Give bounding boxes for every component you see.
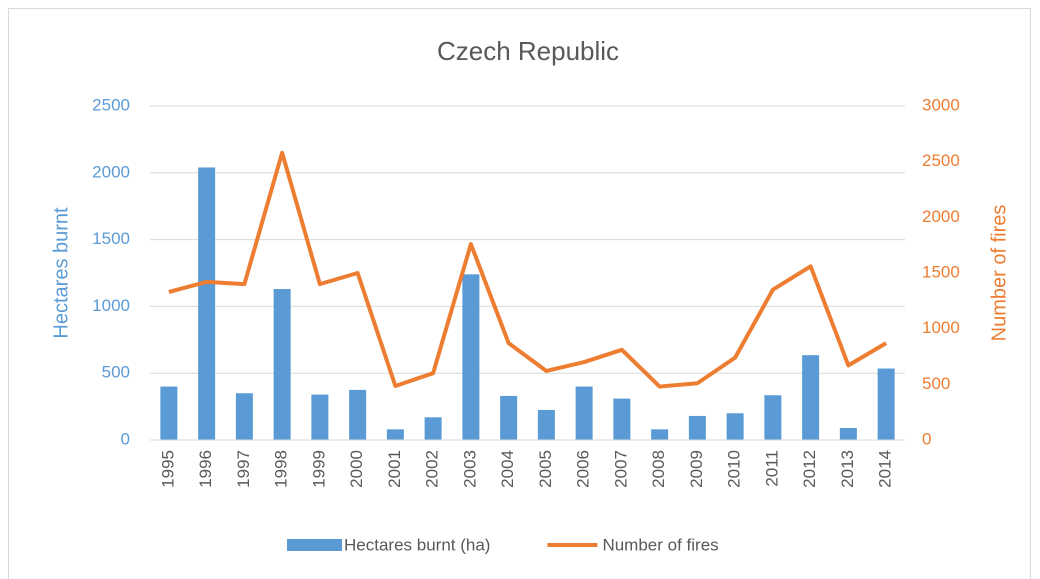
line: [168, 150, 888, 389]
chart-title: Czech Republic: [437, 36, 619, 66]
x-tick-label: 2010: [725, 450, 744, 488]
y2-tick-label: 2000: [922, 207, 960, 226]
bar: [764, 395, 782, 440]
bar: [235, 393, 253, 440]
y-tick-label: 500: [102, 363, 130, 382]
y-tick-label: 2500: [92, 95, 130, 114]
bar: [386, 429, 404, 440]
bar: [802, 355, 820, 440]
bar: [160, 386, 178, 440]
y2-tick-label: 1000: [922, 318, 960, 337]
y-tick-label: 1000: [92, 296, 130, 315]
x-tick-label: 2009: [687, 450, 706, 488]
bar: [500, 395, 518, 440]
bar: [462, 274, 480, 440]
x-tick-label: 2014: [876, 450, 895, 488]
bar: [575, 386, 593, 440]
y2-tick-label: 3000: [922, 95, 960, 114]
x-tick-label: 2003: [460, 450, 479, 488]
bar: [688, 415, 706, 440]
x-tick-label: 2012: [800, 450, 819, 488]
x-tick-label: 1995: [158, 450, 177, 488]
bar: [613, 398, 631, 440]
x-tick-label: 1998: [272, 450, 291, 488]
x-tick-label: 2002: [423, 450, 442, 488]
x-tick-label: 2007: [611, 450, 630, 488]
legend-label: Hectares burnt (ha): [344, 535, 490, 554]
bar: [877, 368, 895, 440]
y2-axis-title: Number of fires: [988, 205, 1010, 342]
legend-label: Number of fires: [602, 535, 718, 554]
chart-border: [8, 8, 1031, 579]
x-tick-label: 2001: [385, 450, 404, 488]
bar: [726, 413, 744, 440]
y-tick-label: 0: [121, 429, 130, 448]
x-tick-label: 1996: [196, 450, 215, 488]
y-axis-title: Hectares burnt: [50, 207, 72, 339]
y2-tick-label: 0: [922, 429, 931, 448]
bar: [839, 427, 857, 440]
x-tick-label: 2011: [762, 450, 781, 487]
x-tick-label: 2006: [574, 450, 593, 488]
bar: [273, 289, 291, 440]
x-tick-label: 2005: [536, 450, 555, 488]
x-tick-label: 2008: [649, 450, 668, 488]
bar: [198, 167, 216, 440]
bar: [651, 429, 669, 440]
x-tick-label: 1999: [309, 450, 328, 488]
legend-swatch: [287, 539, 342, 551]
y2-tick-label: 1500: [922, 262, 960, 281]
y2-tick-label: 2500: [922, 151, 960, 170]
y2-tick-label: 500: [922, 374, 950, 393]
x-tick-label: 2004: [498, 450, 517, 488]
x-tick-label: 2013: [838, 450, 857, 488]
x-tick-label: 1997: [234, 450, 253, 488]
y-tick-label: 1500: [92, 229, 130, 248]
y-tick-label: 2000: [92, 162, 130, 181]
bar: [349, 389, 367, 440]
bar: [311, 394, 329, 440]
x-tick-label: 2000: [347, 450, 366, 488]
bar: [424, 417, 442, 440]
bar: [537, 409, 555, 440]
